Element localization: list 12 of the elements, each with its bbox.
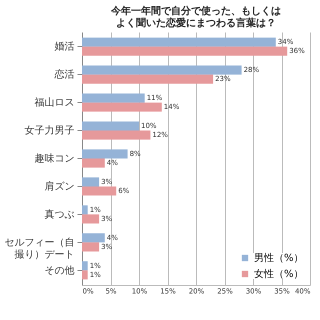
y-tick-label: 恋活 [54, 68, 74, 81]
y-tick-label: 真つぶ [44, 208, 74, 220]
legend-label: 男性（%） [254, 252, 304, 264]
y-tick-label: 婚活 [54, 40, 74, 53]
y-tick-label: 肩ズン [44, 180, 74, 192]
y-tick-label: その他 [44, 264, 74, 276]
y-tick-label: 趣味コン [34, 152, 74, 164]
y-tick-label: 福山ロス [34, 96, 74, 109]
legend-label: 女性（%） [254, 268, 304, 280]
y-tick-label: セルフィー（自撮り）デート [4, 236, 74, 260]
chart-title: 今年一年間で自分で使った、もしくはよく聞いた恋愛にまつわる言葉は？ [110, 5, 281, 29]
y-tick-label: 女子力男子 [24, 124, 74, 137]
